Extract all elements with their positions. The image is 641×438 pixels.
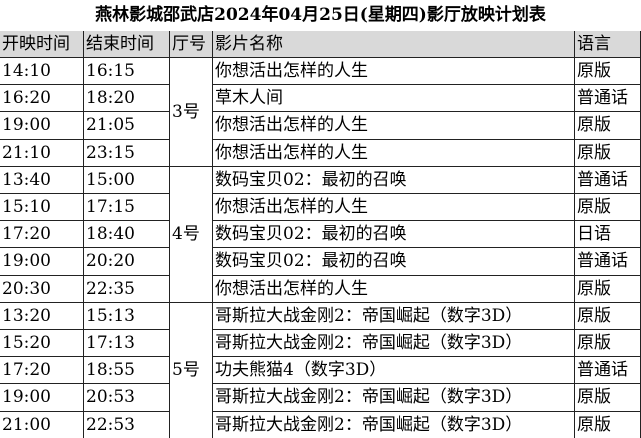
end-time: 20:20 <box>84 248 170 276</box>
end-time: 20:53 <box>84 384 170 412</box>
title: 燕林影城邵武店2024年04月25日(星期四)影厅放映计划表 <box>95 5 546 25</box>
language: 普通话 <box>575 248 641 276</box>
start-time: 19:00 <box>0 112 84 140</box>
end-time: 23:15 <box>84 139 170 167</box>
hall-number: 5号 <box>170 302 213 438</box>
start-time: 15:20 <box>0 330 84 358</box>
film-name: 草木人间 <box>213 85 575 113</box>
end-time: 17:13 <box>84 330 170 358</box>
hall-number: 3号 <box>170 58 213 167</box>
end-time: 18:40 <box>84 221 170 249</box>
start-time: 21:00 <box>0 411 84 438</box>
start-time: 20:30 <box>0 275 84 303</box>
end-time: 15:00 <box>84 166 170 194</box>
end-time: 18:20 <box>84 85 170 113</box>
film-name: 功夫熊猫4（数字3D） <box>213 357 575 385</box>
language: 原版 <box>575 384 641 412</box>
language: 日语 <box>575 221 641 249</box>
language: 原版 <box>575 112 641 140</box>
start-time: 13:40 <box>0 166 84 194</box>
end-time: 22:53 <box>84 411 170 438</box>
language: 原版 <box>575 139 641 167</box>
film-name: 你想活出怎样的人生 <box>213 112 575 140</box>
language: 普通话 <box>575 85 641 113</box>
header-cell: 语言 <box>575 31 641 58</box>
header-cell: 开映时间 <box>0 31 84 58</box>
header-cell: 结束时间 <box>84 31 170 58</box>
film-name: 哥斯拉大战金刚2：帝国崛起（数字3D） <box>213 411 575 438</box>
film-name: 你想活出怎样的人生 <box>213 194 575 222</box>
film-name: 你想活出怎样的人生 <box>213 139 575 167</box>
film-name: 你想活出怎样的人生 <box>213 58 575 86</box>
start-time: 17:20 <box>0 357 84 385</box>
language: 普通话 <box>575 166 641 194</box>
language: 普通话 <box>575 357 641 385</box>
language: 原版 <box>575 330 641 358</box>
film-name: 你想活出怎样的人生 <box>213 275 575 303</box>
start-time: 13:20 <box>0 302 84 330</box>
end-time: 15:13 <box>84 302 170 330</box>
start-time: 17:20 <box>0 221 84 249</box>
header-cell: 影片名称 <box>213 31 575 58</box>
film-name: 哥斯拉大战金刚2：帝国崛起（数字3D） <box>213 302 575 330</box>
language: 原版 <box>575 275 641 303</box>
language: 原版 <box>575 194 641 222</box>
header-cell: 厅号 <box>170 31 213 58</box>
end-time: 17:15 <box>84 194 170 222</box>
end-time: 16:15 <box>84 58 170 86</box>
film-name: 数码宝贝02：最初的召唤 <box>213 248 575 276</box>
hall-number: 4号 <box>170 166 213 303</box>
film-name: 哥斯拉大战金刚2：帝国崛起（数字3D） <box>213 330 575 358</box>
start-time: 19:00 <box>0 384 84 412</box>
film-name: 数码宝贝02：最初的召唤 <box>213 166 575 194</box>
end-time: 21:05 <box>84 112 170 140</box>
end-time: 22:35 <box>84 275 170 303</box>
film-name: 数码宝贝02：最初的召唤 <box>213 221 575 249</box>
start-time: 15:10 <box>0 194 84 222</box>
start-time: 19:00 <box>0 248 84 276</box>
start-time: 14:10 <box>0 58 84 86</box>
language: 原版 <box>575 302 641 330</box>
start-time: 16:20 <box>0 85 84 113</box>
end-time: 18:55 <box>84 357 170 385</box>
language: 原版 <box>575 58 641 86</box>
start-time: 21:10 <box>0 139 84 167</box>
film-name: 哥斯拉大战金刚2：帝国崛起（数字3D） <box>213 384 575 412</box>
language: 原版 <box>575 411 641 438</box>
